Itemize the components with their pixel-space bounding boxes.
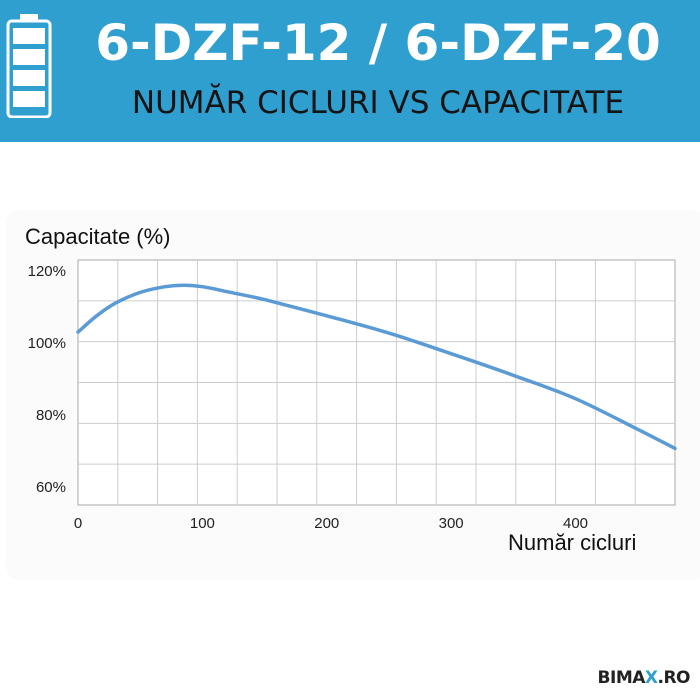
x-tick-label: 100 [190, 515, 215, 532]
y-tick-label: 100% [28, 335, 66, 352]
page-subtitle: NUMĂR CICLURI VS CAPACITATE [131, 85, 625, 121]
y-tick-label: 120% [28, 263, 66, 280]
x-tick-label: 200 [314, 515, 339, 532]
x-tick-label: 400 [563, 515, 588, 532]
brand-text-end: .RO [657, 668, 691, 688]
series-line-capacity [76, 283, 677, 451]
battery-icon [6, 14, 52, 118]
page-title: 6-DZF-12 / 6-DZF-20 [95, 14, 661, 72]
brand-text-accent: X [644, 668, 658, 688]
x-axis-label: Număr cicluri [508, 530, 637, 555]
y-tick-label: 60% [36, 479, 66, 496]
y-axis-label: Capacitate (%) [25, 224, 171, 249]
x-tick-label: 0 [74, 515, 82, 532]
header-banner: 6-DZF-12 / 6-DZF-20 NUMĂR CICLURI VS CAP… [0, 0, 700, 142]
y-tick-label: 80% [36, 407, 66, 424]
x-tick-label: 300 [439, 515, 464, 532]
brand-text-start: BIMA [597, 668, 646, 688]
brand-logo: BIMAX.RO [597, 668, 691, 688]
